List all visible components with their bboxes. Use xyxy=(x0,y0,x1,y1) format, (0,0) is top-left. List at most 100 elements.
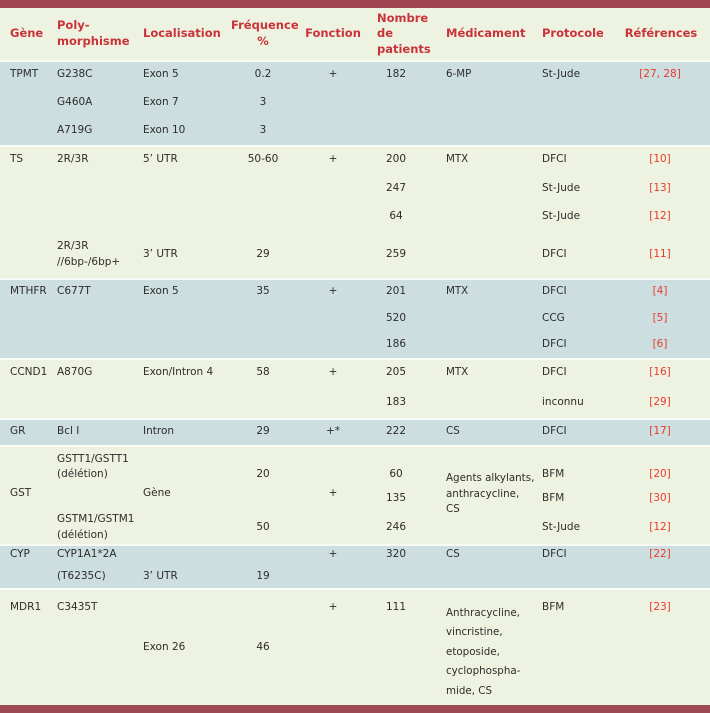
header-gene: Gène xyxy=(10,26,44,41)
cell-localisation: Exon 26 xyxy=(143,640,186,653)
band-ts: TS 2R/3R 5’ UTR 50-60 +200 MTX DFCI [10] 247 St-J… xyxy=(0,145,710,278)
cell-medicament: 6-MP xyxy=(443,60,538,89)
cell-patients xyxy=(371,628,443,668)
cell-fonction: + xyxy=(295,145,371,175)
cell-protocole: DFCI xyxy=(538,358,622,388)
cell-frequence xyxy=(231,175,295,203)
cell-protocole: St-Jude xyxy=(542,182,581,195)
cell-medicament xyxy=(443,117,538,145)
cell-gene: TS xyxy=(0,145,55,175)
cell-references: [29] xyxy=(649,396,671,409)
cell-medicament xyxy=(443,305,538,332)
cell-gene xyxy=(0,117,55,145)
band-gst: GST GSTT1/GSTT1 (délétion) Gène 20 +60 Agents … xyxy=(0,445,710,544)
cell-references xyxy=(622,89,710,117)
cell-patients: 186 xyxy=(385,338,407,351)
cell-protocole xyxy=(538,117,622,145)
cell-gene xyxy=(0,628,55,668)
cell-patients: 60 xyxy=(371,445,443,485)
cell-localisation xyxy=(141,305,231,332)
cell-localisation xyxy=(141,175,231,203)
cell-medicament xyxy=(443,231,538,278)
cell-references: [20] xyxy=(622,445,710,485)
cell-frequence: 19 xyxy=(256,570,270,583)
cell-references: [16] xyxy=(622,358,710,388)
cell-frequence xyxy=(231,305,295,332)
cell-frequence xyxy=(231,332,295,358)
band-cyp: CYP CYP1A1*2A +320 CS DFCI [22] (T6235C) 3’ UTR… xyxy=(0,543,710,588)
cell-patients: 520 xyxy=(385,311,407,324)
cell-fonction xyxy=(295,332,371,358)
cell-references: [22] xyxy=(622,544,710,567)
cell-frequence: 20 xyxy=(231,445,295,485)
cell-protocole: DFCI xyxy=(538,544,622,567)
header-protocole: Protocole xyxy=(542,26,604,41)
band-tpmt: TPMT G238C Exon 5 0.2 +182 6-MP St-Jude [27, 28… xyxy=(0,60,710,145)
cell-references: [10] xyxy=(622,145,710,175)
cell-medicament xyxy=(443,332,538,358)
cell-localisation xyxy=(141,588,231,628)
cell-patients: 222 xyxy=(371,418,443,445)
cell-references xyxy=(622,117,710,145)
cell-medicament: Agents alkylants, anthracycline, CS xyxy=(443,445,538,544)
cell-frequence xyxy=(231,588,295,628)
cell-references: [6] xyxy=(652,338,668,351)
cell-patients: 64 xyxy=(389,210,403,223)
cell-gene: TPMT xyxy=(0,60,55,89)
cell-fonction: + xyxy=(295,445,371,544)
cell-localisation: 5’ UTR xyxy=(141,145,231,175)
cell-polymorphism: Bcl I xyxy=(55,418,141,445)
cell-references: [17] xyxy=(622,418,710,445)
cell-polymorphism: 2R/3R xyxy=(55,145,141,175)
cell-polymorphism xyxy=(55,485,141,512)
cell-fonction xyxy=(295,117,371,145)
cell-patients xyxy=(371,117,443,145)
cell-medicament: MTX xyxy=(443,358,538,388)
cell-references: [12] xyxy=(649,520,671,533)
cell-fonction xyxy=(295,388,371,418)
header-polymorphism: Poly-morphisme xyxy=(57,18,130,48)
cell-gene xyxy=(0,305,55,332)
cell-frequence xyxy=(231,203,295,231)
cell-localisation xyxy=(141,388,231,418)
cell-fonction: + xyxy=(295,60,371,89)
cell-localisation: Gène xyxy=(141,445,231,544)
cell-localisation xyxy=(141,544,231,567)
cell-localisation xyxy=(141,203,231,231)
cell-protocole: St-Jude xyxy=(542,520,581,533)
cell-fonction xyxy=(295,567,371,588)
cell-references: [27, 28] xyxy=(622,60,710,89)
cell-polymorphism xyxy=(55,628,141,668)
cell-gene: GST xyxy=(0,445,55,544)
cell-frequence: 29 xyxy=(231,418,295,445)
cell-fonction xyxy=(295,668,371,705)
cell-localisation: Exon 5 xyxy=(141,60,231,89)
cell-patients xyxy=(371,567,443,588)
cell-frequence: 46 xyxy=(256,640,270,653)
cell-fonction xyxy=(295,305,371,332)
cell-gene xyxy=(0,203,55,231)
cell-frequence xyxy=(231,544,295,567)
cell-localisation: Exon 7 xyxy=(143,96,179,109)
cell-references: [5] xyxy=(652,311,668,324)
cell-references xyxy=(622,628,710,668)
cell-frequence: 35 xyxy=(231,278,295,305)
cell-references: [4] xyxy=(622,278,710,305)
band-mthfr: MTHFR C677T Exon 5 35 +201 MTX DFCI [4] 520 CCG [5… xyxy=(0,278,710,358)
cell-patients: 111 xyxy=(371,588,443,628)
cell-medicament xyxy=(443,567,538,588)
cell-medicament xyxy=(443,89,538,117)
cell-protocole: CCG xyxy=(542,311,565,324)
cell-gene xyxy=(0,332,55,358)
header-localisation: Localisation xyxy=(143,26,221,41)
cell-frequence: 29 xyxy=(256,247,270,260)
cell-frequence: 58 xyxy=(231,358,295,388)
cell-medicament: CS xyxy=(443,418,538,445)
cell-references: [12] xyxy=(649,210,671,223)
cell-polymorphism: GSTT1/GSTT1 (délétion) xyxy=(55,445,141,485)
cell-references xyxy=(622,567,710,588)
cell-protocole: DFCI xyxy=(542,247,567,260)
cell-polymorphism: G238C xyxy=(55,60,141,89)
cell-patients: 200 xyxy=(371,145,443,175)
